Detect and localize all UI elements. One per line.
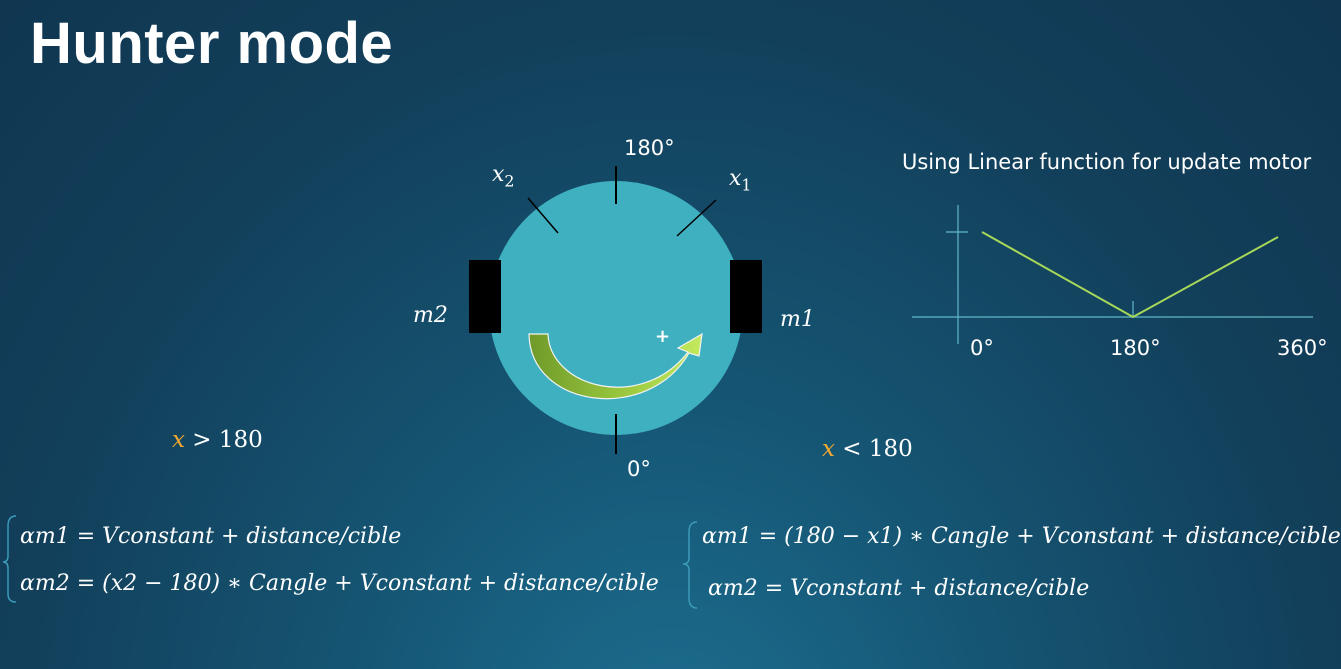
curved-arrow xyxy=(528,332,703,400)
graph-caption: Using Linear function for update motor xyxy=(902,150,1312,174)
angle-label-0: 0° xyxy=(627,457,651,481)
motor-m1 xyxy=(730,260,762,333)
graph-tick-0: 0° xyxy=(970,336,994,360)
condition-left: x > 180 xyxy=(172,427,263,453)
equation-left-m1: αm1 = Vconstant + distance/cible xyxy=(20,524,402,549)
sensor-label-x2: x2 xyxy=(492,162,515,191)
plus-sign: + xyxy=(655,326,671,347)
graph-tick-360: 360° xyxy=(1277,336,1328,360)
motor-label-m2: m2 xyxy=(413,303,448,328)
equation-left-m2: αm2 = (x2 − 180) ∗ Cangle + Vconstant + … xyxy=(20,571,659,596)
sensor-line-x1 xyxy=(676,199,717,237)
brace-left xyxy=(2,515,17,603)
graph-v-line xyxy=(981,231,1279,319)
condition-right: x < 180 xyxy=(822,436,913,462)
angle-label-180: 180° xyxy=(624,136,675,160)
slide-title: Hunter mode xyxy=(30,11,394,76)
equation-right-m2: αm2 = Vconstant + distance/cible xyxy=(708,576,1090,601)
brace-right xyxy=(682,521,698,609)
sensor-line-x2 xyxy=(527,197,559,234)
equation-right-m1: αm1 = (180 − x1) ∗ Cangle + Vconstant + … xyxy=(702,524,1341,549)
motor-m2 xyxy=(469,260,501,333)
graph-tick-180: 180° xyxy=(1110,336,1161,360)
motor-label-m1: m1 xyxy=(780,307,815,332)
sensor-label-x1: x1 xyxy=(729,166,752,195)
